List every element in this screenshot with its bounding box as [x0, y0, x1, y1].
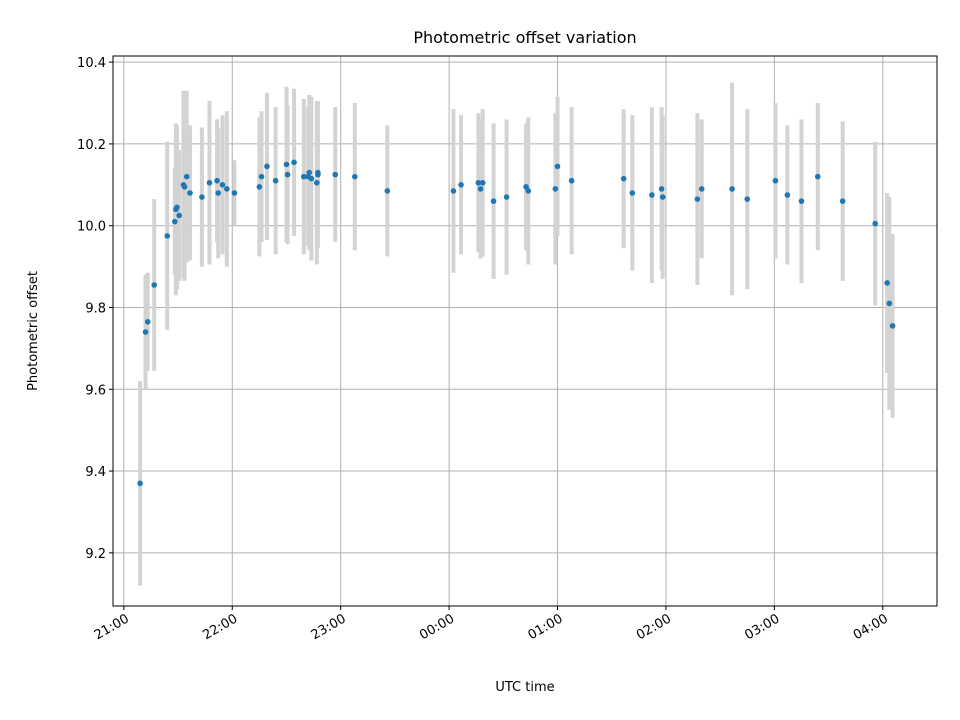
data-point	[886, 300, 893, 307]
data-point	[164, 233, 171, 239]
data-point	[477, 186, 484, 192]
data-point	[206, 179, 213, 186]
data-point	[142, 329, 149, 335]
y-axis-label: Photometric offset	[26, 271, 41, 391]
data-point	[144, 318, 151, 325]
data-point	[798, 198, 805, 204]
y-tick-label: 10.2	[77, 138, 106, 153]
data-point	[458, 182, 464, 188]
data-point	[151, 282, 157, 288]
data-point	[315, 171, 321, 178]
plot-frame	[112, 55, 938, 607]
data-point	[308, 175, 315, 182]
data-point	[659, 194, 666, 200]
data-point	[272, 177, 279, 184]
y-tick-label: 9.8	[85, 301, 106, 316]
data-point	[658, 186, 665, 192]
data-point	[187, 190, 193, 196]
data-point	[137, 480, 143, 487]
data-point	[525, 188, 532, 194]
y-tick-label: 10.4	[77, 56, 106, 71]
data-point	[306, 169, 313, 176]
data-point	[172, 218, 178, 225]
data-point	[744, 196, 751, 202]
chart-title: Photometric offset variation	[413, 28, 636, 47]
x-axis-label: UTC time	[495, 680, 554, 695]
data-point	[490, 198, 497, 204]
data-point	[291, 159, 297, 166]
data-point	[181, 184, 188, 190]
data-point	[629, 190, 636, 196]
data-point	[694, 196, 701, 202]
data-point	[332, 171, 339, 178]
data-point	[475, 179, 482, 186]
data-point	[450, 188, 457, 194]
data-point	[231, 190, 238, 196]
data-point	[215, 190, 221, 196]
data-point	[301, 173, 307, 180]
data-point	[620, 175, 627, 182]
y-axis-ticks: 9.2 9.4 9.6 9.8 10.0 10.2 10.4	[77, 56, 113, 562]
data-point	[552, 186, 559, 192]
data-point	[284, 171, 291, 178]
y-tick-label: 9.4	[85, 465, 106, 480]
data-point	[174, 204, 180, 211]
data-point	[503, 194, 510, 200]
data-point	[258, 173, 265, 180]
y-tick-label: 9.6	[85, 383, 106, 398]
data-point	[283, 161, 290, 168]
data-point	[224, 186, 230, 192]
data-point	[183, 173, 190, 180]
data-point	[176, 212, 182, 219]
data-point	[314, 179, 320, 186]
data-point	[384, 188, 391, 194]
data-point	[814, 173, 821, 180]
data-point	[872, 220, 878, 227]
data-points	[137, 159, 896, 487]
data-point	[889, 323, 896, 329]
y-tick-label: 10.0	[77, 220, 106, 235]
y-tick-label: 9.2	[85, 547, 106, 562]
data-point	[884, 280, 890, 286]
data-point	[219, 182, 226, 188]
data-point	[479, 179, 486, 186]
data-point	[784, 192, 791, 198]
data-point	[199, 194, 205, 200]
data-point	[568, 177, 575, 184]
data-point	[351, 173, 358, 180]
data-point	[256, 184, 263, 190]
data-point	[649, 192, 655, 198]
data-point	[772, 177, 779, 184]
data-point	[554, 163, 561, 170]
data-point	[839, 198, 846, 204]
data-point	[214, 177, 220, 184]
data-point	[264, 163, 270, 170]
data-point	[698, 186, 705, 192]
data-point	[729, 186, 735, 192]
